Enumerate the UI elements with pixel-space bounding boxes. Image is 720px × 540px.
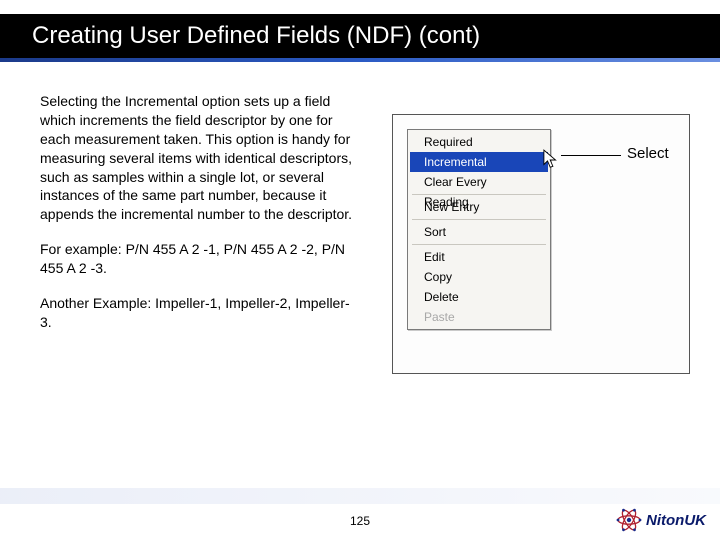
brand-logo: NitonUK [616,508,706,532]
menu-item-delete[interactable]: Delete [410,287,548,307]
menu-separator [412,244,546,245]
menu-item-incremental[interactable]: Incremental [410,152,548,172]
menu-separator [412,219,546,220]
menu-item-copy[interactable]: Copy [410,267,548,287]
paragraph-2: For example: P/N 455 A 2 -1, P/N 455 A 2… [40,240,360,278]
callout-line [561,155,621,156]
menu-item-sort[interactable]: Sort [410,222,548,242]
atom-icon [616,508,642,532]
slide-title: Creating User Defined Fields (NDF) (cont… [0,14,720,58]
callout-label: Select [627,145,669,162]
menu-item-clear-every-reading[interactable]: Clear Every Reading [410,172,548,192]
context-menu-figure: Required Incremental Clear Every Reading… [392,114,690,374]
bottom-gradient [0,488,720,504]
paragraph-3: Another Example: Impeller-1, Impeller-2,… [40,294,360,332]
brand-name: NitonUK [646,512,706,529]
menu-item-required[interactable]: Required [410,132,548,152]
accent-bar [0,58,720,62]
menu-item-edit[interactable]: Edit [410,247,548,267]
context-menu[interactable]: Required Incremental Clear Every Reading… [407,129,551,330]
menu-item-paste: Paste [410,307,548,327]
slide: Creating User Defined Fields (NDF) (cont… [0,0,720,540]
body-text: Selecting the Incremental option sets up… [40,92,360,348]
paragraph-1: Selecting the Incremental option sets up… [40,92,360,224]
page-number: 125 [0,514,720,528]
menu-item-new-entry[interactable]: New Entry [410,197,548,217]
